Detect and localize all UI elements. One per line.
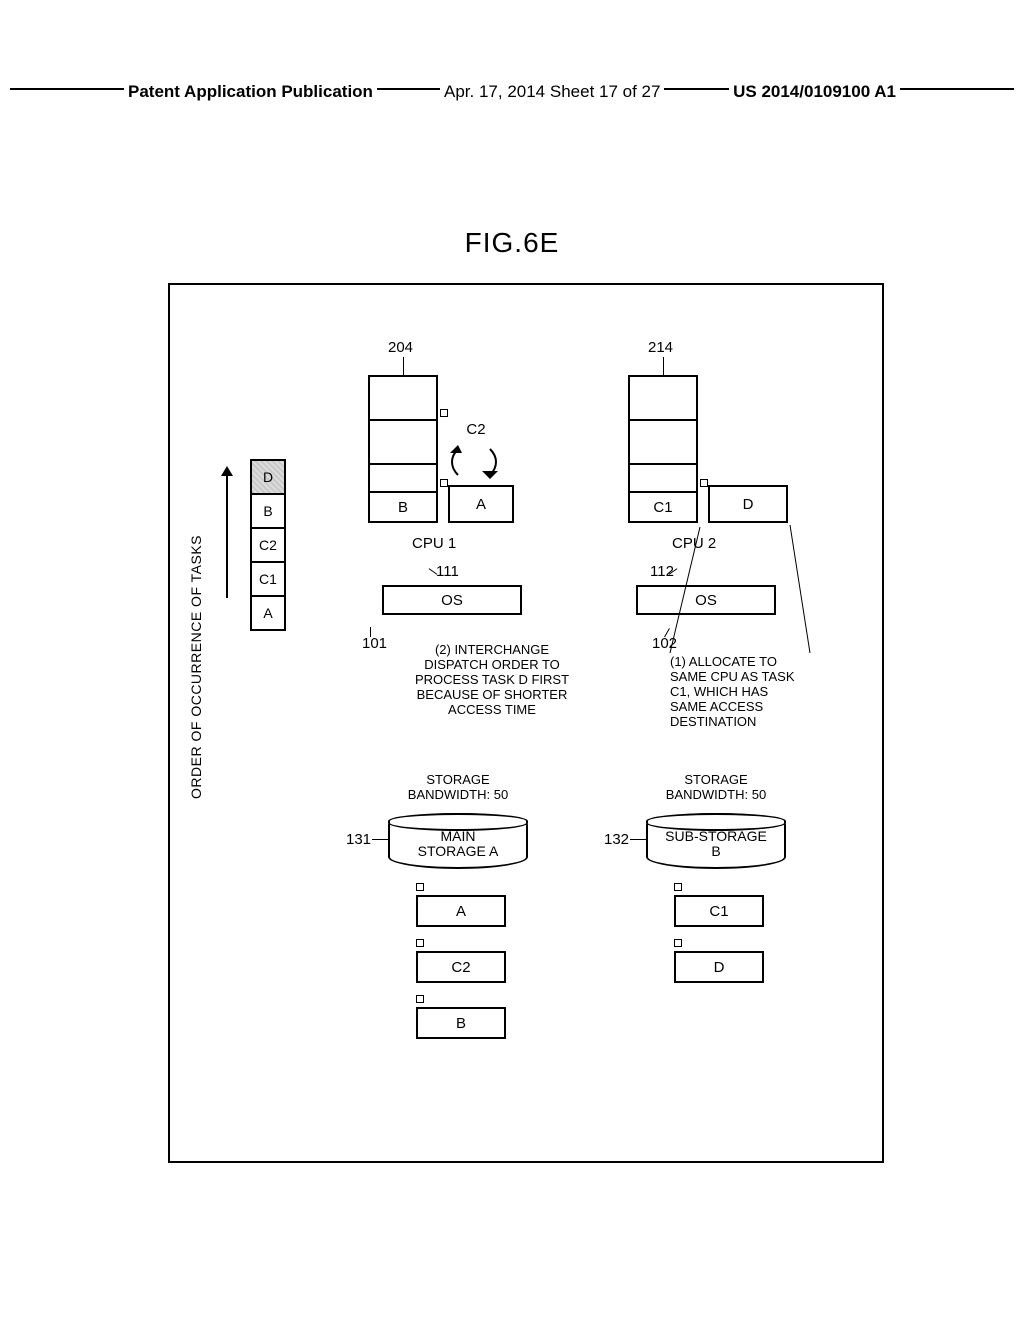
cpu1-running-c2: C2 xyxy=(448,415,504,443)
figure-title: FIG.6E xyxy=(0,227,1024,259)
cpu1-queue-stack xyxy=(368,375,438,507)
leader-line xyxy=(663,357,664,375)
page: Patent Application Publication Apr. 17, … xyxy=(0,0,1024,1320)
storage2-bw-label: STORAGE BANDWIDTH: 50 xyxy=(656,773,776,803)
ref-111: 111 xyxy=(436,563,459,580)
queue-slot xyxy=(628,419,698,463)
marker-icon xyxy=(674,939,682,947)
storage1-name: MAIN STORAGE A xyxy=(418,823,499,860)
storage2-name: SUB-STORAGE B xyxy=(665,823,767,860)
storage1-cylinder: MAIN STORAGE A xyxy=(388,813,528,869)
ref-214: 214 xyxy=(648,339,673,356)
swap-arrows-icon xyxy=(446,441,506,488)
leader-line xyxy=(372,839,388,840)
task-cell: A xyxy=(250,595,286,631)
marker-icon xyxy=(440,409,448,417)
storage1-bw-label: STORAGE BANDWIDTH: 50 xyxy=(398,773,518,803)
cpu2-running-d: D xyxy=(708,485,788,523)
header-left: Patent Application Publication xyxy=(124,82,377,102)
header-right: US 2014/0109100 A1 xyxy=(729,82,900,102)
note-2: (2) INTERCHANGE DISPATCH ORDER TO PROCES… xyxy=(402,643,582,718)
leader-line xyxy=(630,839,646,840)
storage1-q-item: C2 xyxy=(416,951,506,983)
cpu2-waiting-c1: C1 xyxy=(628,491,698,523)
cpu1-waiting-b: B xyxy=(368,491,438,523)
order-arrow-icon xyxy=(226,468,228,598)
leader-line xyxy=(403,357,404,375)
leader-line xyxy=(370,627,371,637)
marker-icon xyxy=(416,939,424,947)
ref-131: 131 xyxy=(346,831,371,848)
cpu1-running-a: A xyxy=(448,485,514,523)
marker-icon xyxy=(674,883,682,891)
header-mid: Apr. 17, 2014 Sheet 17 of 27 xyxy=(440,82,664,102)
ref-101: 101 xyxy=(362,635,387,652)
task-cell: B xyxy=(250,493,286,529)
marker-icon xyxy=(416,995,424,1003)
queue-slot xyxy=(628,375,698,419)
queue-slot xyxy=(368,375,438,419)
storage2-cylinder: SUB-STORAGE B xyxy=(646,813,786,869)
leader-lines-icon xyxy=(600,523,840,723)
ref-132: 132 xyxy=(604,831,629,848)
queue-slot xyxy=(368,419,438,463)
cpu2-queue-stack xyxy=(628,375,698,507)
cpu1-os-box: OS xyxy=(382,585,522,615)
task-cell: C2 xyxy=(250,527,286,563)
storage2-q-item: C1 xyxy=(674,895,764,927)
task-order-list: D B C2 C1 A xyxy=(250,459,286,629)
storage2-q-item: D xyxy=(674,951,764,983)
order-axis-label: ORDER OF OCCURRENCE OF TASKS xyxy=(188,535,204,799)
diagram-frame: ORDER OF OCCURRENCE OF TASKS D B C2 C1 A… xyxy=(168,283,884,1163)
storage1-q-item: A xyxy=(416,895,506,927)
storage1-q-item: B xyxy=(416,1007,506,1039)
marker-icon xyxy=(700,479,708,487)
task-cell: C1 xyxy=(250,561,286,597)
cpu1-label: CPU 1 xyxy=(412,535,456,552)
ref-204: 204 xyxy=(388,339,413,356)
task-cell: D xyxy=(250,459,286,495)
marker-icon xyxy=(416,883,424,891)
